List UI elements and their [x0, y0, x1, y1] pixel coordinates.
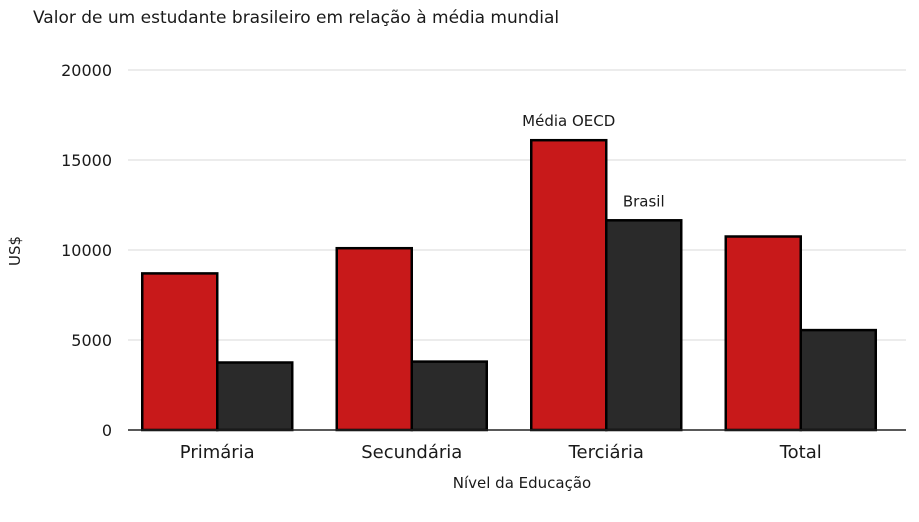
x-tick-label: Total [779, 442, 822, 463]
bar [216, 361, 294, 432]
x-tick-label: Secundária [361, 442, 462, 463]
bar [724, 235, 802, 432]
y-tick-label: 20000 [61, 61, 112, 80]
series-annotation: Média OECD [522, 112, 615, 130]
chart-title: Valor de um estudante brasileiro em rela… [33, 8, 559, 28]
y-tick-label: 0 [102, 421, 112, 440]
y-axis-label: US$ [6, 236, 24, 266]
series-annotation: Brasil [623, 192, 665, 210]
bar [141, 272, 219, 432]
x-axis-label: Nível da Educação [453, 474, 591, 492]
bar [530, 138, 608, 432]
y-axis-ticks: 0 5000 10000 15000 20000 [61, 61, 112, 440]
x-tick-label: Terciária [568, 442, 644, 463]
bar [799, 328, 877, 432]
bar [605, 219, 683, 432]
bars [141, 138, 877, 432]
bar [335, 246, 413, 432]
x-tick-label: Primária [180, 442, 255, 463]
bar [410, 360, 488, 432]
y-tick-label: 15000 [61, 151, 112, 170]
y-tick-label: 5000 [71, 331, 112, 350]
x-axis-ticks: Primária Secundária Terciária Total [180, 442, 822, 463]
annotations: Média OECD Brasil [522, 112, 664, 210]
y-tick-label: 10000 [61, 241, 112, 260]
